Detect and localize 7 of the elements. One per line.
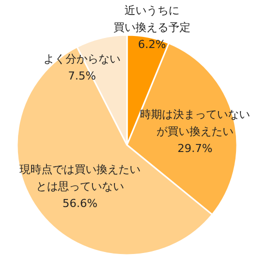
slice-label: よく分からない: [44, 52, 120, 66]
data-label: 7.5%: [68, 70, 96, 82]
data-label: 6.2%: [138, 38, 166, 51]
data-label: 56.6%: [62, 197, 98, 210]
slice-label: 近いうちに買い換える予定: [114, 4, 190, 34]
slice-label: 現時点では買い換えたいとは思っていない: [20, 163, 140, 193]
data-label: 29.7%: [178, 142, 212, 155]
